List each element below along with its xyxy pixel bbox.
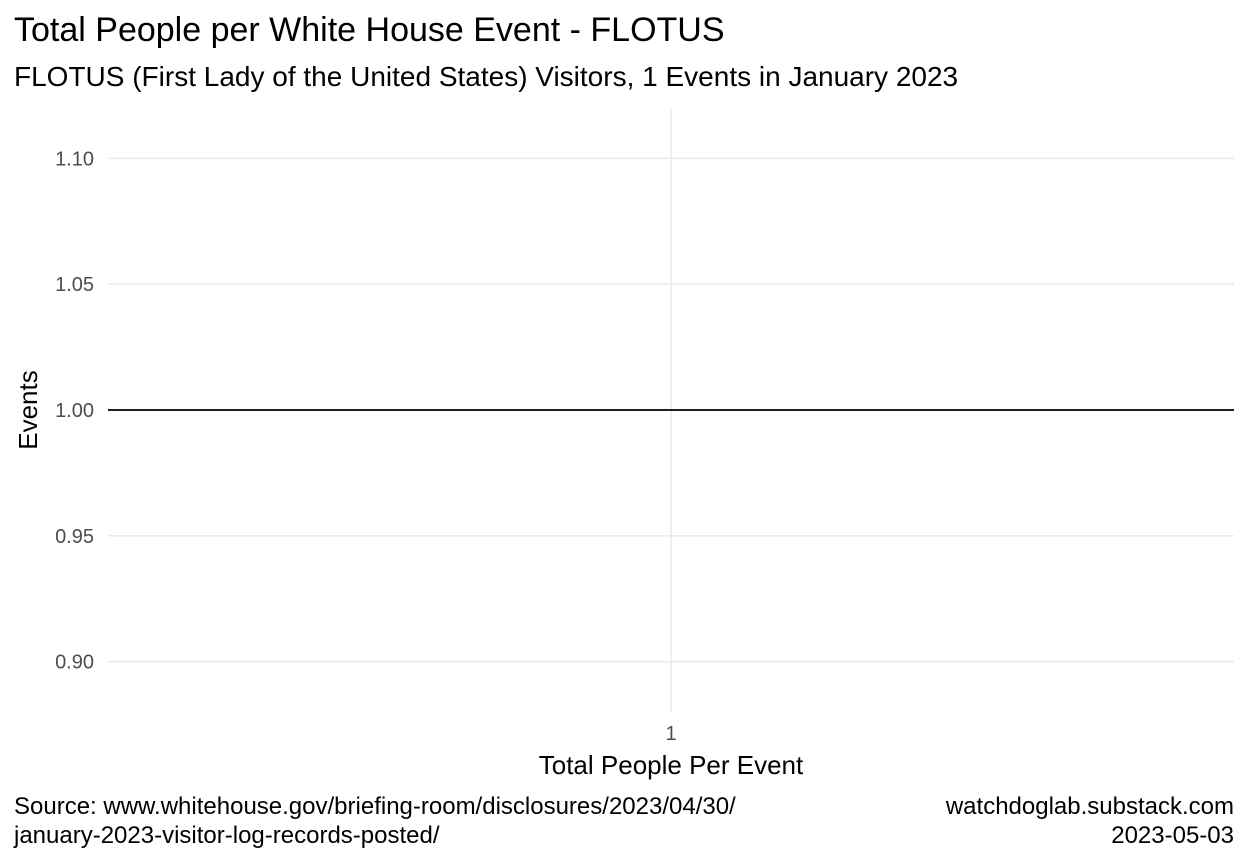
- y-axis-title: Events: [13, 370, 43, 450]
- credit-caption: watchdoglab.substack.com 2023-05-03: [946, 792, 1234, 850]
- chart-title: Total People per White House Event - FLO…: [14, 11, 725, 49]
- credit-caption-line: watchdoglab.substack.com: [945, 793, 1234, 820]
- source-caption: Source: www.whitehouse.gov/briefing-room…: [14, 792, 736, 850]
- y-tick-label: 0.90: [55, 652, 94, 674]
- x-axis-ticks: 1: [665, 723, 676, 745]
- y-axis-ticks: 0.90 0.95 1.00 1.05 1.10: [55, 148, 94, 673]
- credit-caption-line: 2023-05-03: [1111, 822, 1234, 849]
- y-tick-label: 1.00: [55, 400, 94, 422]
- x-axis-title: Total People Per Event: [539, 750, 804, 780]
- x-tick-label: 1: [665, 723, 676, 745]
- y-tick-label: 1.05: [55, 274, 94, 296]
- chart-subtitle: FLOTUS (First Lady of the United States)…: [14, 61, 959, 92]
- source-caption-line: Source: www.whitehouse.gov/briefing-room…: [14, 793, 736, 820]
- y-tick-label: 1.10: [55, 148, 94, 170]
- source-caption-line: january-2023-visitor-log-records-posted/: [14, 822, 440, 849]
- y-tick-label: 0.95: [55, 526, 94, 548]
